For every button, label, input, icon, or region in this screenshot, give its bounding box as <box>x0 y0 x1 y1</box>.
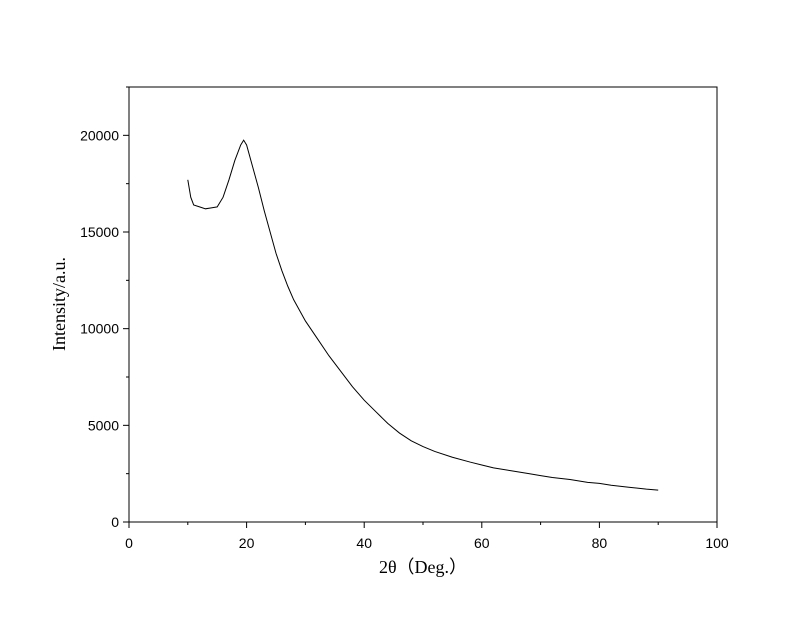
y-axis-ticks: 0 5000 10000 15000 20000 <box>80 86 129 530</box>
x-tick-label: 0 <box>125 535 133 551</box>
y-tick-label: 0 <box>111 514 119 530</box>
y-tick-label: 20000 <box>80 127 119 143</box>
x-axis-label: 2θ（Deg.） <box>379 557 467 577</box>
plot-frame <box>128 86 718 523</box>
y-tick-label: 15000 <box>80 224 119 240</box>
x-tick-label: 60 <box>474 535 490 551</box>
x-tick-label: 100 <box>705 535 729 551</box>
y-tick-label: 10000 <box>80 321 119 337</box>
series-line <box>187 139 659 491</box>
x-tick-label: 80 <box>592 535 608 551</box>
y-tick-label: 5000 <box>88 417 119 433</box>
x-axis-ticks: 0 20 40 60 80 100 <box>125 522 729 551</box>
x-tick-label: 20 <box>239 535 255 551</box>
y-axis-label: Intensity/a.u. <box>49 257 69 351</box>
x-tick-label: 40 <box>356 535 372 551</box>
